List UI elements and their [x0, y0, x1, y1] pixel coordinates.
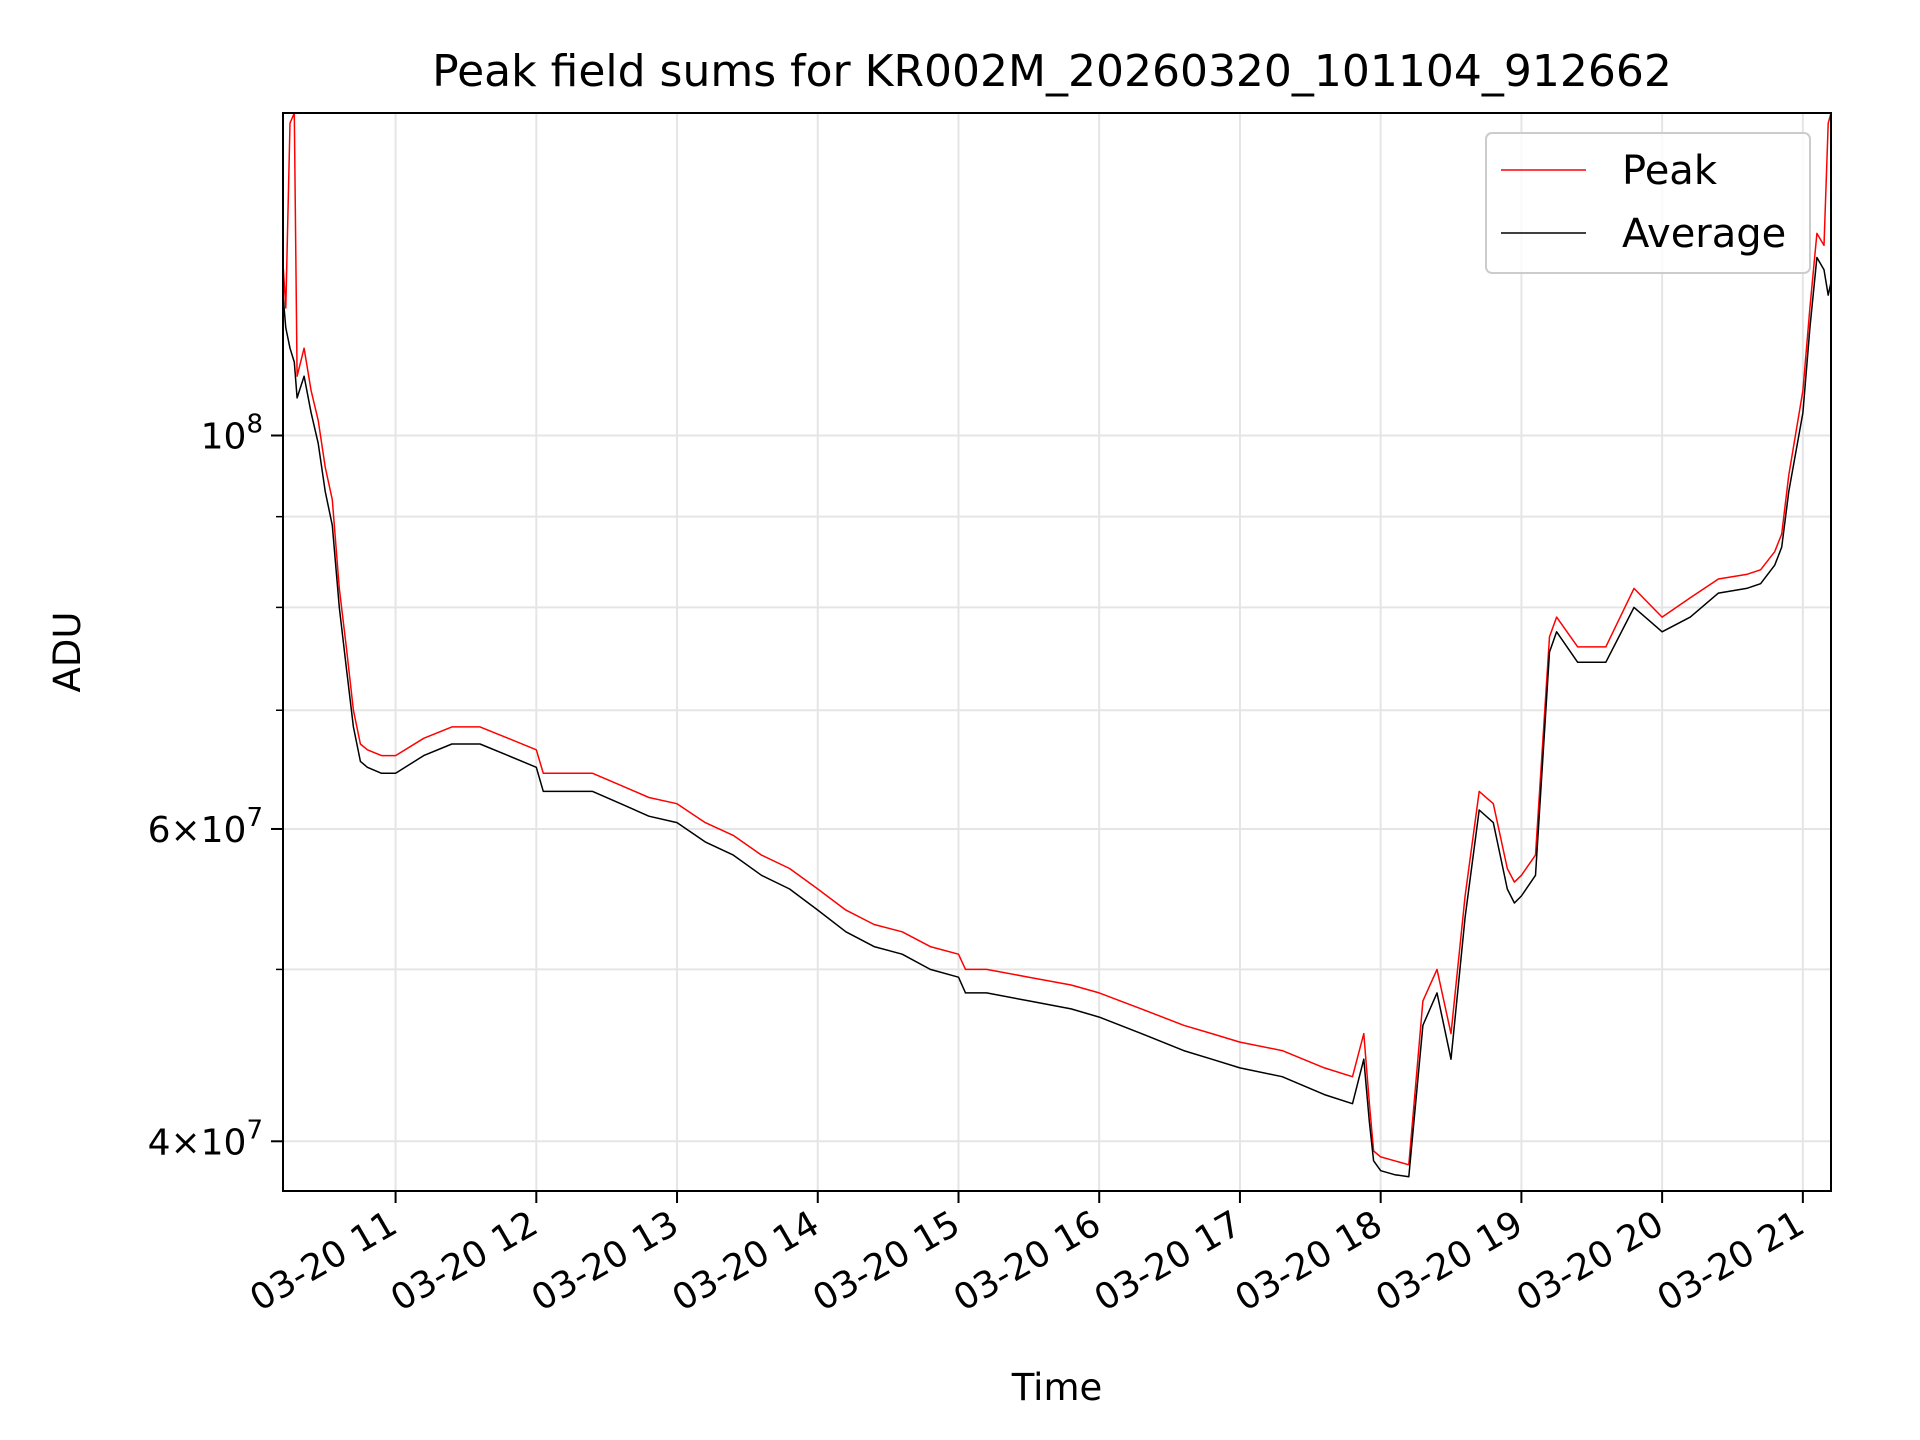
legend-average-label: Average	[1622, 211, 1786, 257]
y-tick-exponent: 8	[246, 410, 263, 440]
legend-box	[1485, 132, 1811, 274]
series-line-average	[283, 256, 1831, 1178]
y-tick-times-symbol: ×	[170, 810, 200, 851]
legend: Peak Average	[1485, 132, 1811, 274]
y-tick-exponent: 7	[246, 1115, 263, 1145]
y-axis-label: ADU	[46, 612, 89, 693]
y-tick-label: 4×107	[148, 1115, 263, 1163]
y-tick-exponent: 7	[246, 803, 263, 833]
y-tick-mantissa: 6	[148, 810, 171, 851]
y-tick-times-symbol: ×	[170, 1122, 200, 1163]
y-tick-base: 10	[201, 810, 247, 851]
series-line-peak	[283, 113, 1831, 1166]
grid-lines	[283, 113, 1831, 1191]
plot-series	[283, 113, 1831, 1178]
y-tick-base: 10	[201, 1122, 247, 1163]
y-tick-label: 6×107	[148, 803, 263, 851]
legend-peak-label: Peak	[1622, 148, 1718, 194]
y-tick-label: 108	[201, 410, 263, 458]
chart-title: Peak field sums for KR002M_20260320_1011…	[432, 46, 1672, 97]
y-tick-base: 10	[201, 417, 247, 458]
x-axis-label: Time	[1011, 1366, 1103, 1409]
y-tick-mantissa: 4	[148, 1122, 171, 1163]
plot-frame	[282, 112, 1832, 1192]
